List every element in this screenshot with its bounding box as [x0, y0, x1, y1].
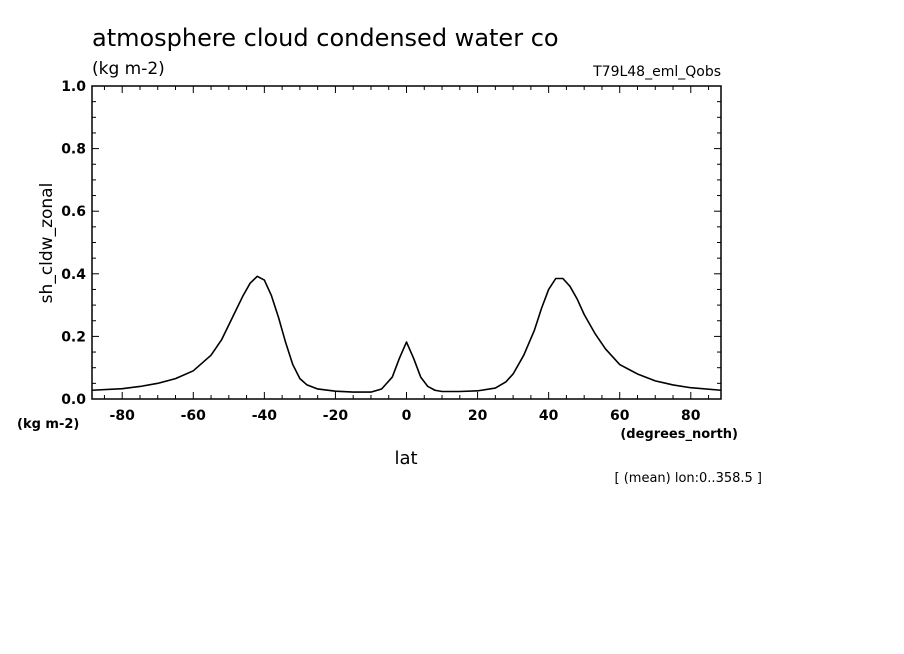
y-tick-label: 0.4: [61, 267, 86, 283]
plot-frame: [91, 85, 722, 400]
x-tick-label: 80: [681, 408, 701, 424]
x-axis-label: lat: [394, 448, 417, 469]
y-axis-ticks: 0.0 0.2 0.4 0.6 0.8 1.0: [61, 79, 721, 408]
units-subtitle: (kg m-2): [92, 59, 165, 79]
y-units-label: (kg m-2): [17, 417, 79, 432]
series-line: [91, 275, 722, 393]
footnote: [ (mean) lon:0..358.5 ]: [615, 471, 763, 486]
y-tick-label: 0.6: [61, 204, 86, 220]
x-axis-ticks: -80 -60 -40 -20 0 20 40 60 80: [103, 86, 710, 424]
y-tick-label: 0.0: [61, 392, 86, 408]
experiment-label: T79L48_eml_Qobs: [592, 64, 721, 80]
y-axis-label: sh_cldw_zonal: [37, 183, 57, 304]
series-group: [91, 275, 722, 393]
x-tick-label: 20: [468, 408, 488, 424]
x-tick-label: 40: [539, 408, 559, 424]
y-tick-label: 1.0: [61, 79, 86, 95]
x-tick-label: -60: [181, 408, 207, 424]
y-tick-label: 0.2: [61, 329, 86, 345]
x-tick-label: 60: [610, 408, 630, 424]
x-tick-label: -80: [110, 408, 136, 424]
chart-title: atmosphere cloud condensed water co: [92, 24, 559, 52]
x-tick-label: -40: [252, 408, 278, 424]
x-units-label: (degrees_north): [620, 427, 738, 442]
x-tick-label: 0: [402, 408, 412, 424]
y-tick-label: 0.8: [61, 142, 86, 158]
x-tick-label: -20: [323, 408, 349, 424]
